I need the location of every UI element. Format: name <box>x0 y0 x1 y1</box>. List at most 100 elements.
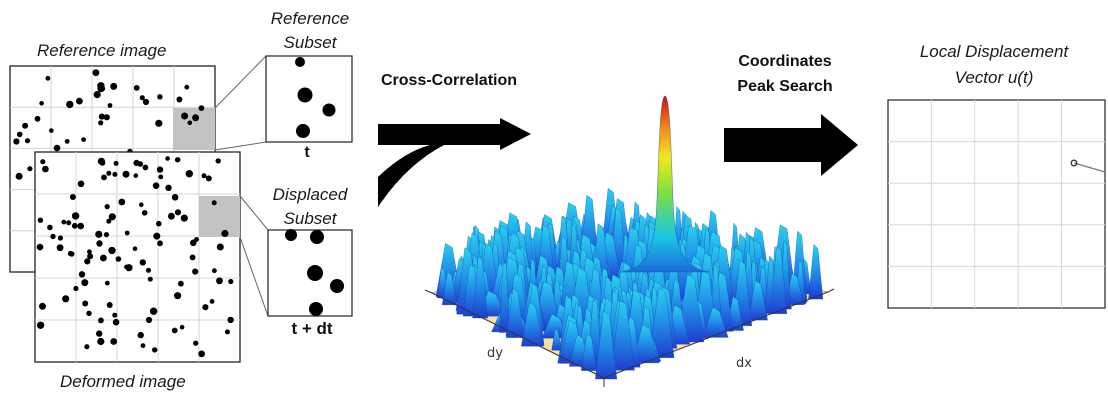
surface-noise-peak <box>770 246 787 314</box>
speckle-dot <box>198 350 206 358</box>
speckle-dot <box>84 258 91 265</box>
speckle-dot <box>209 299 215 304</box>
cross-correlation-arrow <box>378 118 531 207</box>
speckle-dot <box>103 114 110 121</box>
speckle-dot <box>104 204 110 210</box>
speckle-dot <box>71 222 78 229</box>
speckle-dot <box>198 105 205 111</box>
speckle-dot <box>40 159 46 165</box>
speckle-dot <box>168 212 175 220</box>
displacement-vector-plot <box>887 99 1106 309</box>
speckle-dot <box>57 235 64 241</box>
speckle-dot <box>66 100 74 109</box>
speckle-dot <box>96 330 103 337</box>
speckle-dot <box>156 220 162 227</box>
deformed-image-label: Deformed image <box>60 372 186 391</box>
reference-time-label: t <box>304 144 310 161</box>
speckle-dot <box>139 95 145 101</box>
displacement-title-line2: Vector u(t) <box>954 68 1034 87</box>
speckle-dot <box>71 212 80 220</box>
displaced-subset-title-line2: Subset <box>283 209 337 228</box>
speckle-dot <box>93 91 101 99</box>
speckle-dot <box>142 164 149 171</box>
speckle-dot <box>142 98 150 106</box>
speckle-dot <box>36 321 45 329</box>
displaced-subset-zoom <box>267 229 353 317</box>
speckle-dot <box>165 184 172 191</box>
speckle-dot <box>24 138 31 144</box>
speckle-dot <box>15 172 23 180</box>
speckle-dot <box>216 277 223 285</box>
speckle-dot <box>92 69 100 77</box>
speckle-dot <box>107 103 113 108</box>
speckle-dot <box>124 230 130 236</box>
speckle-dot <box>157 94 163 100</box>
surface-noise-peak <box>551 327 562 351</box>
speckle-dot <box>174 209 182 216</box>
speckle-dot <box>215 158 221 164</box>
speckle-dot <box>95 230 103 238</box>
reference-subset-highlight <box>173 108 215 150</box>
surface-noise-peak <box>521 302 544 347</box>
speckle-dot <box>174 292 182 300</box>
reference-subset-title-line1: Reference <box>270 9 350 28</box>
speckle-dot <box>96 240 103 247</box>
speckle-dot <box>87 253 94 260</box>
surface-x-axis-label: dx <box>736 356 752 371</box>
speckle-dot <box>39 302 46 310</box>
speckle-dot <box>140 343 146 348</box>
speckle-dot <box>174 157 180 163</box>
speckle-dot <box>118 198 126 206</box>
speckle-dot <box>192 268 199 275</box>
speckle-dot <box>211 200 217 206</box>
speckle-dot <box>149 307 158 315</box>
speckle-dot <box>178 280 184 287</box>
speckle-dot <box>133 85 140 91</box>
speckle-dot <box>145 316 153 324</box>
speckle-dot <box>189 254 196 261</box>
speckle-dot <box>84 344 90 350</box>
cross-correlation-label: Cross-Correlation <box>381 72 518 89</box>
displacement-vector-line <box>1073 162 1106 173</box>
speckle-dot <box>184 84 190 90</box>
speckle-dot <box>221 229 229 238</box>
deformed-image-panel <box>34 151 241 363</box>
surface-noise-peak <box>611 300 635 371</box>
surface-noise-peak <box>747 280 768 321</box>
speckle-dot <box>98 113 105 120</box>
speckle-dot <box>224 329 230 335</box>
subset-connector-lines <box>214 55 269 317</box>
speckle-dot <box>37 217 44 223</box>
speckle-dot <box>113 160 119 166</box>
speckle-dot <box>34 115 41 122</box>
speckle-dot <box>42 165 49 173</box>
speckle-dot <box>64 139 70 144</box>
speckle-dot <box>115 256 122 262</box>
speckle-dot <box>110 338 118 345</box>
speckle-dot <box>73 285 79 292</box>
speckle-dot <box>193 340 199 346</box>
speckle-dot <box>152 182 160 189</box>
speckle-dot <box>112 318 120 326</box>
speckle-dot <box>180 214 188 222</box>
surface-y-axis-label: dy <box>487 346 503 361</box>
speckle-dot <box>104 280 110 286</box>
speckle-dot <box>112 171 118 177</box>
speckle-dot <box>228 278 234 285</box>
speckle-dot <box>106 302 113 308</box>
speckle-dot <box>133 159 140 166</box>
correlation-peak <box>619 95 711 273</box>
speckle-dot <box>212 268 217 274</box>
speckle-dot <box>179 324 185 330</box>
speckle-dot <box>202 304 209 311</box>
speckle-dot <box>110 82 118 90</box>
speckle-dot <box>98 317 104 324</box>
speckle-dot <box>62 295 70 303</box>
speckle-dot <box>216 243 224 251</box>
speckle-dot <box>77 222 84 230</box>
speckle-dot <box>61 219 67 225</box>
speckle-dot <box>190 239 197 247</box>
speckle-dot <box>139 259 146 266</box>
speckle-dot <box>146 267 151 273</box>
